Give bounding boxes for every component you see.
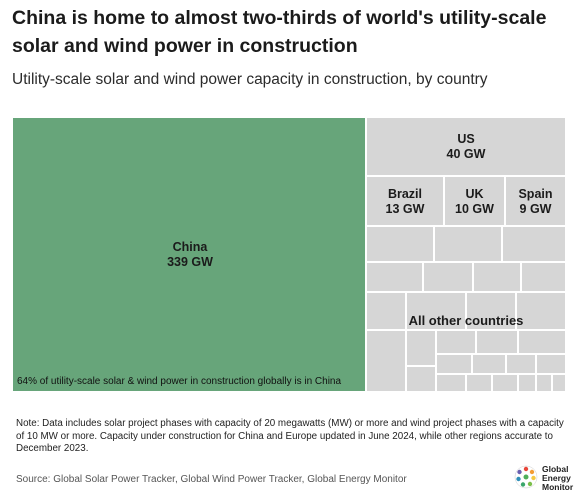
tile-other-country (476, 330, 518, 354)
tile-other-country (521, 262, 566, 292)
tile-us-label: US 40 GW (367, 132, 565, 162)
tile-china-value: 339 GW (167, 255, 213, 269)
tile-other-country (436, 330, 476, 354)
tile-us: US 40 GW (366, 117, 566, 176)
tile-other-country (473, 262, 521, 292)
tile-brazil-value: 13 GW (385, 202, 425, 216)
tile-other-country (366, 262, 423, 292)
tile-other-country (423, 262, 473, 292)
tile-other-country (506, 354, 536, 374)
chart-note: Note: Data includes solar project phases… (16, 418, 564, 454)
tile-other-country (492, 374, 518, 392)
tile-other-country (466, 374, 492, 392)
tile-china: China 339 GW 64% of utility-scale solar … (12, 117, 366, 392)
tile-other-country (472, 354, 506, 374)
tile-china-name: China (172, 240, 208, 254)
tile-other-country (502, 226, 566, 262)
tile-brazil-name: Brazil (387, 187, 423, 201)
tile-other-country (518, 374, 536, 392)
logo-line-3: Monitor (542, 482, 574, 492)
tile-other-country (436, 374, 466, 392)
tile-us-name: US (457, 132, 475, 146)
tile-other-country (406, 366, 436, 392)
tile-uk-name: UK (465, 187, 484, 201)
tile-other-country (516, 292, 566, 330)
tile-other-country (466, 292, 516, 330)
logo-text: Global Energy Monitor (542, 465, 573, 492)
tile-spain: Spain 9 GW (505, 176, 566, 226)
tile-other-country (518, 330, 566, 354)
tile-china-label: China 339 GW (13, 240, 367, 270)
tile-spain-value: 9 GW (519, 202, 552, 216)
treemap: China 339 GW 64% of utility-scale solar … (12, 117, 566, 392)
chart-subtitle: Utility-scale solar and wind power capac… (12, 71, 488, 88)
tile-uk-value: 10 GW (455, 202, 494, 216)
tile-other-country (536, 374, 552, 392)
globe-logo-icon (514, 465, 538, 489)
logo-line-1: Global (542, 464, 569, 474)
tile-other-country (436, 354, 472, 374)
logo-line-2: Energy (542, 473, 571, 483)
tile-other-label: All other countries (408, 313, 524, 328)
tile-other-country (366, 226, 434, 262)
tile-us-value: 40 GW (446, 147, 486, 161)
tile-other-country (366, 330, 406, 392)
chart-title: China is home to almost two-thirds of wo… (12, 7, 547, 57)
tile-other-country (366, 292, 406, 330)
tile-other-country (406, 330, 436, 366)
china-annotation: 64% of utility-scale solar & wind power … (17, 376, 342, 387)
tile-spain-name: Spain (518, 187, 553, 201)
tile-spain-label: Spain 9 GW (506, 187, 565, 217)
tile-brazil-label: Brazil 13 GW (367, 187, 443, 217)
tile-other-country (406, 292, 466, 330)
tile-brazil: Brazil 13 GW (366, 176, 444, 226)
tile-uk: UK 10 GW (444, 176, 505, 226)
tile-other-country (434, 226, 502, 262)
tile-uk-label: UK 10 GW (445, 187, 504, 217)
tile-other-country (552, 374, 566, 392)
tile-other-country (536, 354, 566, 374)
chart-source: Source: Global Solar Power Tracker, Glob… (16, 474, 407, 485)
